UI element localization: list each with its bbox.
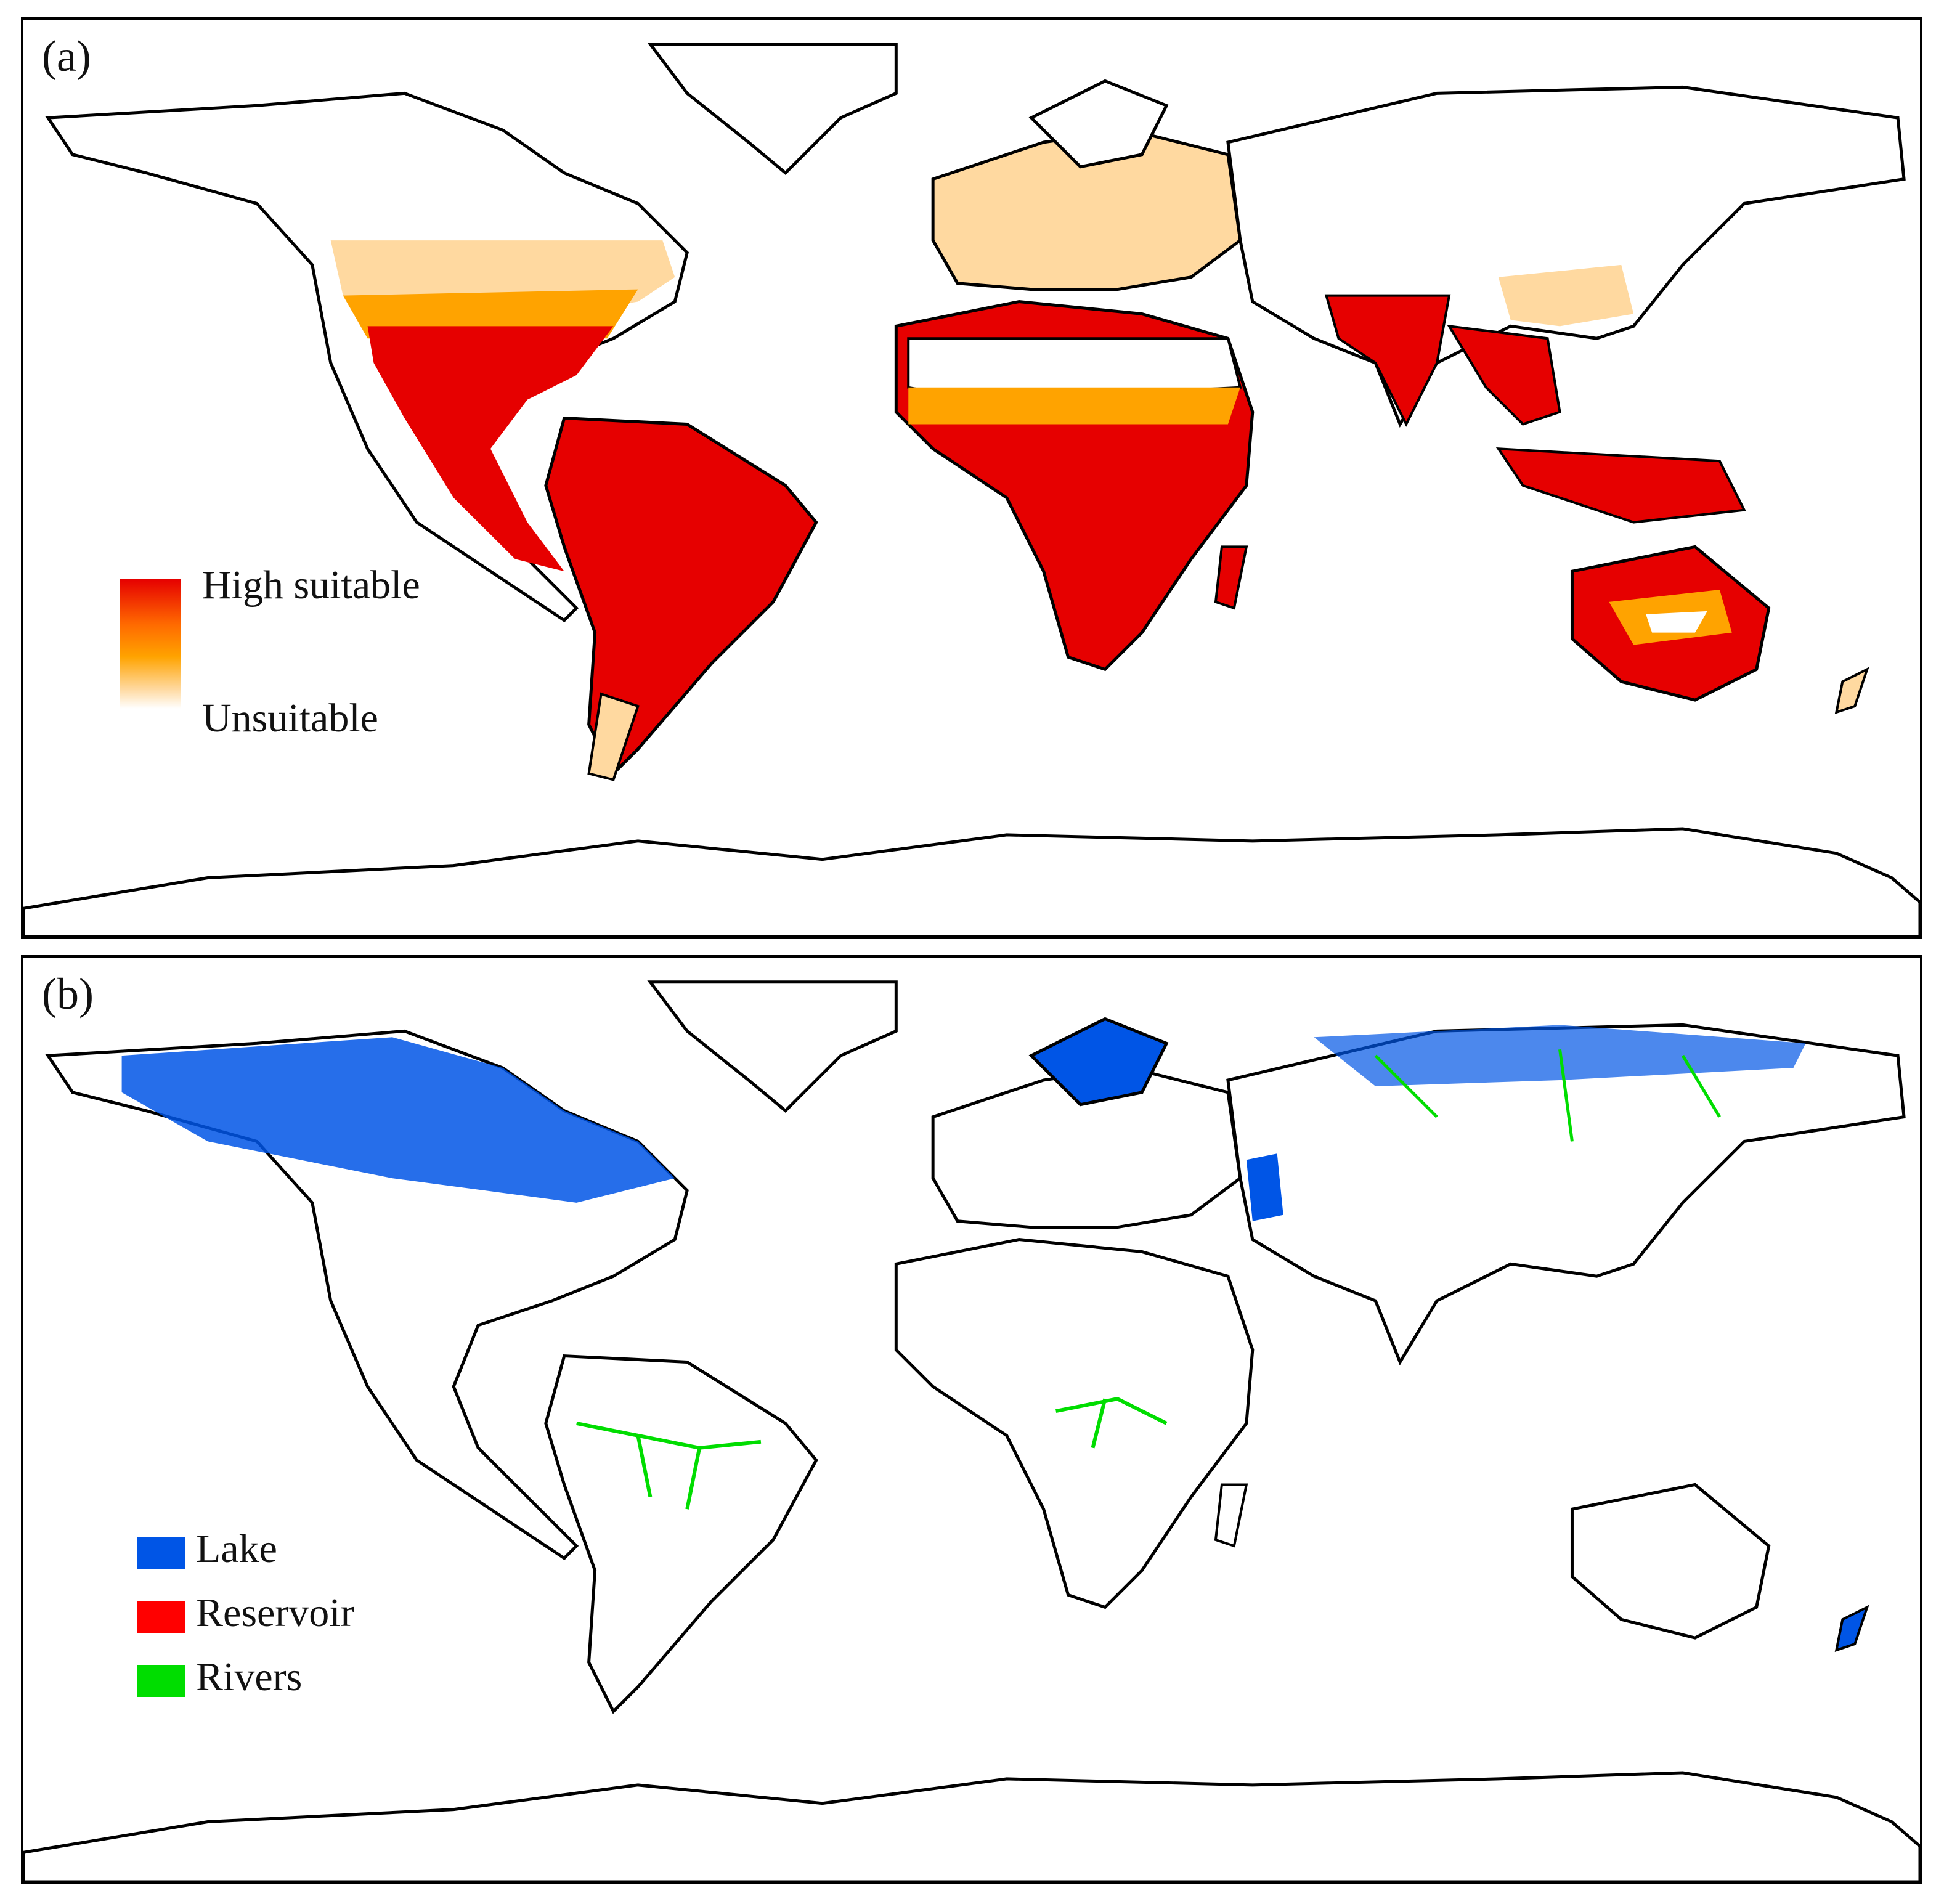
new-zealand [1834, 667, 1869, 714]
india-high [1324, 294, 1451, 427]
water-bodies-map [23, 980, 1920, 1882]
legend-low-label: Unsuitable [202, 696, 378, 741]
asia-landmass [1226, 85, 1906, 428]
australia-landmass [1570, 1483, 1771, 1640]
suitability-map [23, 43, 1920, 937]
legend-label-lake: Lake [196, 1526, 277, 1571]
siberia-rivers [1374, 1049, 1721, 1142]
china-low-band [1498, 264, 1634, 327]
sa-south-tip [587, 692, 640, 781]
caspian-lake [1246, 1153, 1283, 1221]
madagascar [1214, 1483, 1248, 1548]
amazon-rivers [576, 1422, 762, 1510]
se-asia-high [1447, 324, 1561, 426]
map-panel-b: (b) Lake Reservoir Rivers [21, 955, 1922, 1884]
greenland-landmass [647, 980, 898, 1113]
legend-swatch-lake [137, 1537, 185, 1569]
antarctica-coast [23, 827, 1920, 937]
greenland-landmass [647, 43, 898, 176]
panel-label-b: (b) [42, 969, 94, 1019]
indonesia-high [1495, 447, 1746, 524]
map-panel-a: (a) High suitable Unsuitable [21, 17, 1922, 939]
new-zealand [1834, 1605, 1869, 1652]
legend-swatch-rivers [137, 1665, 185, 1697]
africa-landmass [894, 1238, 1255, 1609]
legend-high-label: High suitable [202, 563, 420, 608]
legend-swatch-reservoir [137, 1601, 185, 1633]
australia-center [1646, 611, 1707, 633]
canada-lakes [121, 1037, 675, 1203]
na-mid-band [343, 289, 638, 339]
south-america-landmass [544, 416, 818, 776]
sahel-mid-band [908, 387, 1240, 425]
asia-landmass [1226, 1023, 1906, 1366]
legend-label-reservoir: Reservoir [196, 1590, 354, 1635]
congo-rivers [1055, 1397, 1168, 1449]
suitability-color-ramp [120, 579, 181, 709]
scandinavia-lakes [1028, 1017, 1169, 1107]
madagascar [1214, 545, 1248, 610]
legend-label-rivers: Rivers [196, 1654, 303, 1699]
antarctica-coast [23, 1771, 1920, 1882]
na-high-band [367, 326, 614, 572]
south-america-landmass [544, 1354, 818, 1714]
panel-label-a: (a) [42, 31, 91, 81]
scandinavia [1028, 79, 1169, 169]
